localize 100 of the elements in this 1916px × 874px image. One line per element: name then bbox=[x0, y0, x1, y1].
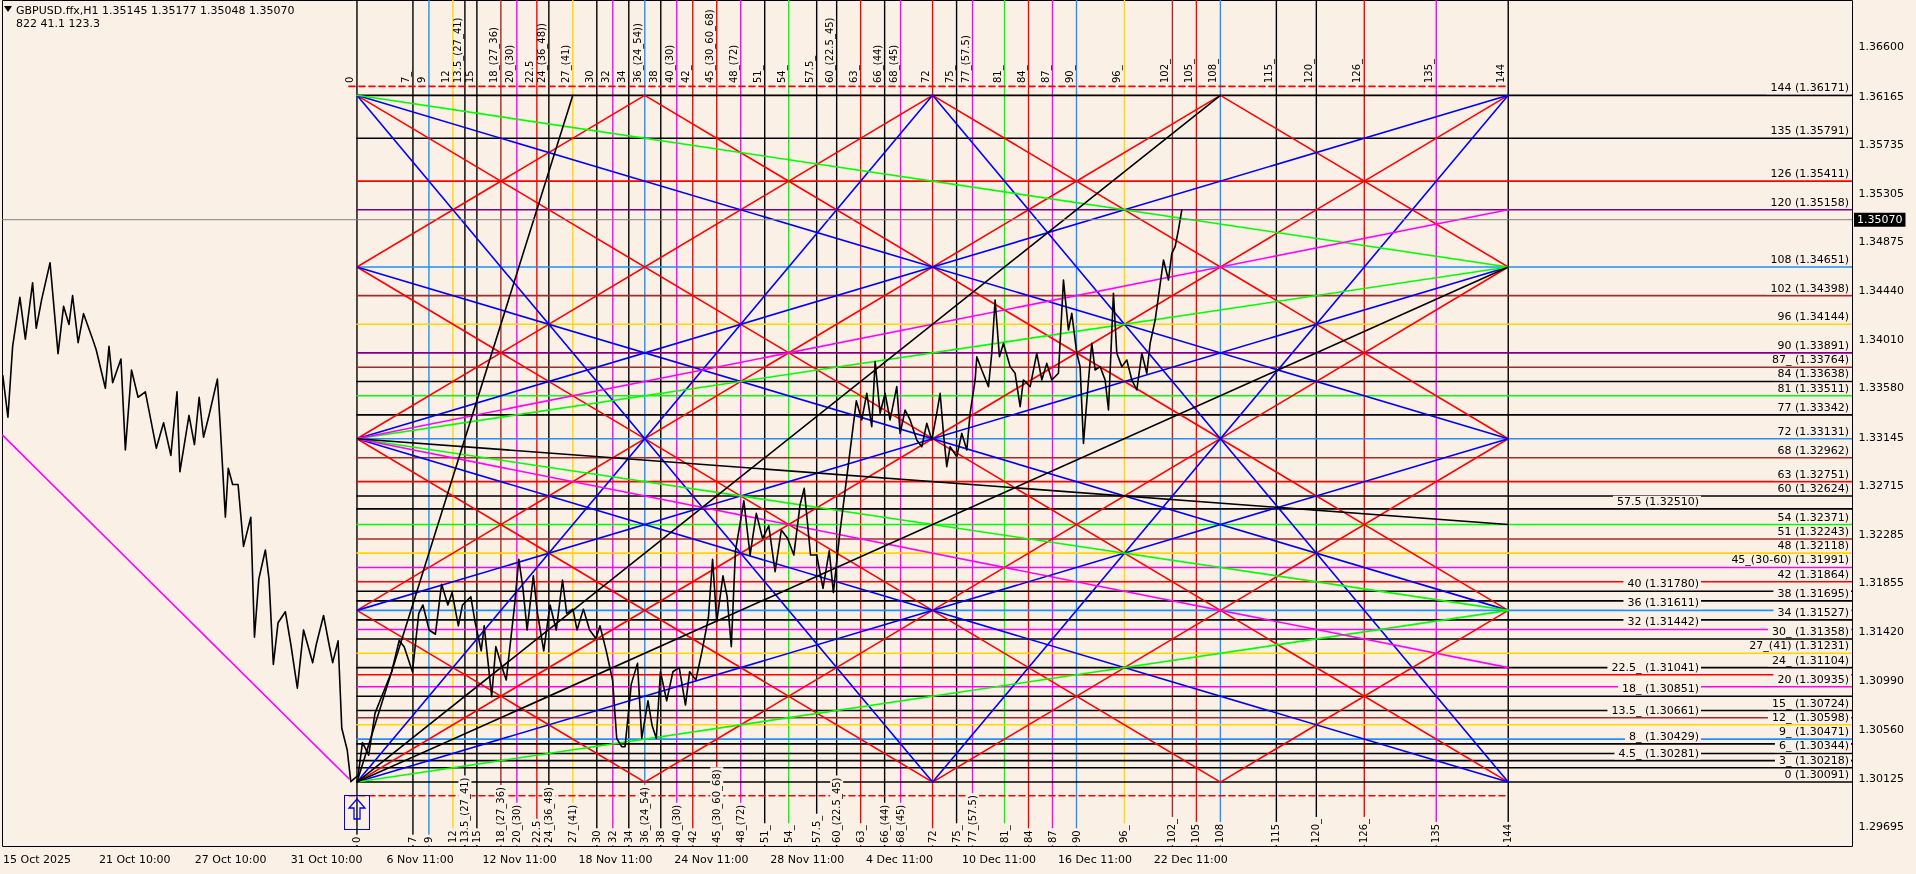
x-tick-label: 87 bbox=[1046, 830, 1058, 843]
x-tick-label: 34 bbox=[622, 830, 634, 843]
ref-line-label: 115_ bbox=[1263, 57, 1276, 83]
ref-line-label: 108_ bbox=[1207, 57, 1220, 83]
ref-line-label: 90_ bbox=[1063, 64, 1076, 83]
x-tick-label: 36_(24_54) bbox=[638, 786, 651, 843]
ref-line-label: 7_ bbox=[399, 70, 412, 83]
text: 28 Nov 11:00 bbox=[770, 853, 845, 866]
series-label: 8_ (1.30429) bbox=[1628, 729, 1699, 743]
ref-line-label: 75_ bbox=[943, 64, 956, 83]
x-tick-label: 66_(44) bbox=[878, 804, 891, 843]
text: 18 Nov 11:00 bbox=[578, 853, 653, 866]
ref-line-label: 30 bbox=[583, 70, 595, 83]
y-tick-label: 1.30990 bbox=[1858, 674, 1904, 688]
series-label: 36 (1.31611) bbox=[1627, 596, 1699, 610]
y-tick-label: 1.31420 bbox=[1858, 625, 1904, 639]
x-tick-label: 15 bbox=[470, 830, 482, 843]
ref-line-label: 96_ bbox=[1111, 64, 1124, 83]
series-label: 30_ (1.31358) bbox=[1771, 624, 1849, 638]
x-tick-label: 32 bbox=[606, 830, 618, 843]
ref-line-label: 32 bbox=[599, 70, 611, 83]
ref-line-label: 27_(41) bbox=[559, 44, 572, 83]
x-tick-label: 68_(45) bbox=[894, 804, 907, 843]
text: 6 Nov 11:00 bbox=[386, 853, 454, 866]
x-tick-label: 90 bbox=[1070, 830, 1082, 843]
x-tick-label: 60_(22.5_45) bbox=[830, 777, 843, 843]
ref-line-label: 0 bbox=[343, 76, 355, 83]
x-tick-label: 18_(27_36) bbox=[494, 786, 507, 843]
ref-line-label: 20_(30) bbox=[503, 44, 516, 83]
x-tick-label: 42 bbox=[686, 830, 698, 843]
ref-line-label: 105_ bbox=[1183, 57, 1196, 83]
series-label: 102 (1.34398) bbox=[1770, 281, 1849, 295]
y-tick-label: 1.34440 bbox=[1858, 284, 1904, 298]
ref-line-label: 81_ bbox=[991, 64, 1004, 83]
x-tick-label: 72 bbox=[926, 830, 938, 843]
ref-line-label: 87_ bbox=[1039, 64, 1052, 83]
text: 21 Oct 10:00 bbox=[98, 853, 171, 866]
ref-line-label: 9 bbox=[415, 76, 427, 83]
x-tick-label: 120_ bbox=[1310, 817, 1323, 843]
ref-line-label: 144 bbox=[1495, 63, 1507, 83]
ref-line-label: 1.35070 bbox=[1857, 212, 1903, 226]
series-label: 96 (1.34144) bbox=[1777, 310, 1849, 324]
series-label: 45_(30-60) (1.31991) bbox=[1731, 553, 1849, 567]
x-tick-label: 115 bbox=[1270, 823, 1282, 843]
text: 12 Nov 11:00 bbox=[482, 853, 557, 866]
series-label: 24_ (1.31104) bbox=[1771, 653, 1849, 667]
series-label: 12_ (1.30598) bbox=[1771, 710, 1849, 724]
y-tick-label: 1.30560 bbox=[1858, 722, 1904, 736]
x-tick-label: 75_ bbox=[950, 824, 963, 843]
x-tick-label: 77_(57.5) bbox=[966, 795, 979, 843]
series-label: 68 (1.32962) bbox=[1777, 443, 1849, 457]
series-label: 38 (1.31695) bbox=[1777, 586, 1849, 600]
series-label: 108 (1.34651) bbox=[1770, 253, 1849, 267]
y-tick-label: 1.35735 bbox=[1858, 138, 1904, 152]
x-tick-label: 81_ bbox=[998, 824, 1011, 843]
series-label: 51 (1.32243) bbox=[1777, 525, 1849, 538]
series-label: 144 (1.36171) bbox=[1770, 81, 1849, 95]
x-tick-label: 102_ bbox=[1166, 817, 1179, 843]
series-label: 6_ (1.30344) bbox=[1778, 739, 1849, 753]
text: 4 Dec 11:00 bbox=[866, 853, 934, 866]
x-tick-label: 22.5 bbox=[530, 820, 542, 843]
text: 822 41.1 123.3 bbox=[16, 17, 100, 31]
y-tick-label: 1.33145 bbox=[1858, 430, 1904, 444]
ref-line-label: 63_ bbox=[847, 64, 860, 83]
x-tick-label: 27_(41) bbox=[566, 804, 579, 843]
ref-line-label: 135_ bbox=[1423, 57, 1436, 83]
y-tick-label: 1.33580 bbox=[1858, 381, 1904, 395]
ref-line-label: 24_(36_48)) bbox=[535, 23, 548, 83]
series-label: 57.5 (1.32510) bbox=[1616, 494, 1699, 508]
series-label: 32 (1.31442) bbox=[1627, 615, 1699, 629]
x-tick-label: 7 bbox=[406, 836, 418, 843]
x-tick-label: 9 bbox=[422, 836, 434, 843]
x-tick-label: 30 bbox=[590, 830, 602, 843]
x-tick-label: 13.5_(27_41) bbox=[458, 777, 471, 843]
x-tick-label: 144 bbox=[1502, 823, 1514, 843]
x-tick-label: 54_ bbox=[782, 824, 795, 843]
ref-line-label: 57.5_ bbox=[803, 54, 816, 83]
ref-line-label: 18_(27_36) bbox=[487, 26, 500, 83]
ref-line-label: 51_ bbox=[751, 64, 764, 83]
x-tick-label: 12 bbox=[446, 830, 458, 843]
series-label: 27_(41) (1.31231) bbox=[1749, 639, 1849, 653]
y-tick-label: 1.36600 bbox=[1858, 40, 1904, 54]
y-tick-label: 1.36165 bbox=[1858, 89, 1904, 103]
x-tick-label: 84 bbox=[1022, 830, 1034, 843]
text: 31 Oct 10:00 bbox=[290, 853, 363, 866]
x-tick-label: 20_(30) bbox=[510, 804, 523, 843]
x-tick-label: 126_ bbox=[1358, 817, 1371, 843]
ref-line-label: 38 bbox=[647, 70, 659, 83]
text: 27 Oct 10:00 bbox=[194, 853, 267, 866]
y-tick-label: 1.29695 bbox=[1858, 820, 1904, 834]
x-tick-label: 135 bbox=[1430, 823, 1442, 843]
ref-line-label: 77_(57.5) bbox=[959, 35, 972, 83]
text: 22 Dec 11:00 bbox=[1153, 853, 1228, 866]
text: 24 Nov 11:00 bbox=[674, 853, 749, 866]
x-tick-label: 51_ bbox=[758, 824, 771, 843]
ref-line-label: 40_(30) bbox=[663, 44, 676, 83]
x-tick-label: 40_(30) bbox=[670, 804, 683, 843]
x-tick-label: 0 bbox=[350, 836, 362, 843]
series-label: 90 (1.33891) bbox=[1777, 338, 1849, 352]
ref-line-label: 66_(44) bbox=[871, 44, 884, 83]
